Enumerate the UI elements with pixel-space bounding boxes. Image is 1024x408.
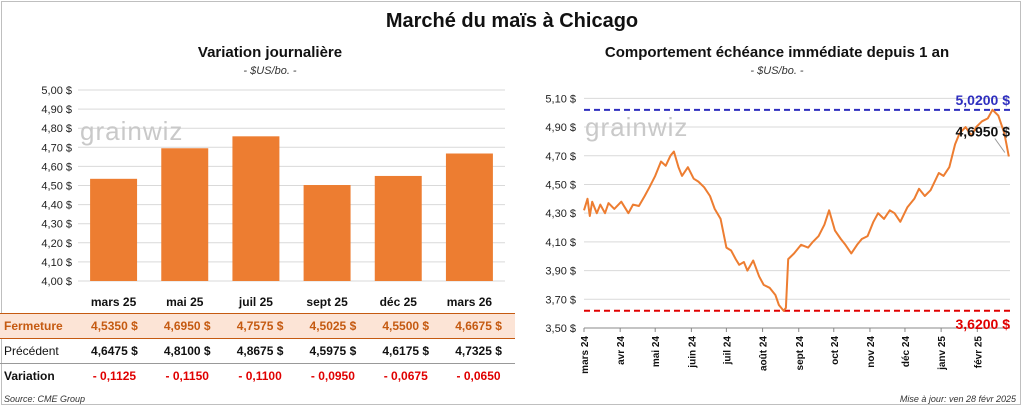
y-tick-label: 3,90 $: [545, 266, 576, 278]
source-note: Source: CME Group: [4, 394, 86, 404]
bar: [161, 148, 209, 281]
y-tick-label: 4,50 $: [41, 181, 72, 193]
y-tick-label: 5,10 $: [545, 93, 576, 105]
x-tick-label: sept 24: [795, 336, 806, 371]
variation-cell: - 0,0950: [296, 363, 370, 388]
y-tick-label: 3,70 $: [545, 294, 576, 306]
close-cell: 4,5025 $: [296, 313, 370, 339]
bar: [374, 175, 422, 281]
variation-cell: - 0,0675: [369, 363, 443, 388]
price-series-line: [583, 108, 1010, 312]
x-tick-label: sept 25: [306, 295, 348, 309]
line-chart: 3,50 $ 3,70 $ 3,90 $ 4,10 $ 4,30 $ 4,50 $ 4,70…: [545, 92, 1011, 374]
x-tick-label: mai 24: [651, 336, 662, 368]
close-cell: 4,6675 $: [442, 313, 515, 339]
close-cell: 4,5500 $: [369, 313, 443, 339]
last-value-leader: [994, 138, 1006, 153]
y-tick-label: 3,50 $: [545, 323, 576, 335]
y-tick-label: 4,20 $: [41, 238, 72, 250]
line-chart-subtitle: - $US/bo. -: [750, 65, 804, 77]
variation-cell: - 0,0650: [442, 363, 515, 388]
y-tick-label: 4,60 $: [41, 161, 72, 173]
min-label: 3,6200 $: [956, 316, 1011, 332]
bar-chart-subtitle: - $US/bo. -: [243, 65, 297, 77]
previous-cell: 4,6175 $: [382, 344, 430, 358]
max-label: 5,0200 $: [956, 92, 1011, 108]
x-tick-label: déc 25: [380, 295, 418, 309]
previous-cell: 4,6475 $: [91, 344, 138, 358]
update-note: Mise à jour: ven 28 févr 2025: [899, 394, 1016, 404]
row-label-variation: Variation: [0, 363, 78, 388]
x-tick-label: juil 25: [238, 295, 273, 309]
close-cell: 4,6950 $: [150, 313, 224, 339]
table-row-variation: Variation - 0,1125 - 0,1150 - 0,1100 - 0…: [0, 363, 515, 388]
line-chart-title: Comportement échéance immédiate depuis 1…: [604, 44, 950, 61]
table-row-close: Fermeture 4,5350 $ 4,6950 $ 4,7575 $ 4,5…: [0, 313, 515, 339]
bar: [303, 185, 351, 281]
y-tick-label: 4,70 $: [41, 142, 72, 154]
previous-cell: 4,8675 $: [236, 344, 284, 358]
x-tick-label: janv 25: [937, 336, 948, 371]
y-tick-label: 4,90 $: [41, 104, 72, 116]
bar-chart-title: Variation journalière: [197, 44, 343, 61]
row-label-close: Fermeture: [0, 313, 78, 339]
x-tick-label: juil 24: [722, 336, 733, 366]
x-tick-label: août 24: [759, 336, 770, 371]
previous-cell: 4,5975 $: [309, 344, 357, 358]
last-value-label: 4,6950 $: [956, 123, 1011, 139]
y-tick-label: 4,10 $: [545, 237, 576, 249]
x-tick-label: déc 24: [901, 336, 912, 368]
row-label-previous: Précédent: [4, 344, 59, 358]
y-tick-label: 4,40 $: [41, 200, 72, 212]
contracts-table: Fermeture 4,5350 $ 4,6950 $ 4,7575 $ 4,5…: [0, 313, 515, 388]
bar: [445, 153, 493, 281]
bar: [90, 178, 138, 281]
x-tick-label: févr 25: [973, 336, 984, 369]
bar-chart: 4,00 $ 4,10 $ 4,20 $ 4,30 $ 4,40 $ 4,50 $ 4,60…: [41, 85, 505, 309]
x-tick-label: juin 24: [687, 336, 698, 369]
variation-cell: - 0,1125: [78, 363, 151, 388]
x-tick-label: mars 26: [447, 295, 493, 309]
x-tick-label: mai 25: [166, 295, 204, 309]
y-tick-label: 4,00 $: [41, 276, 72, 288]
previous-cell: 4,7325 $: [455, 344, 502, 358]
close-cell: 4,5350 $: [78, 313, 151, 339]
y-tick-label: 4,30 $: [545, 208, 576, 220]
y-tick-label: 4,30 $: [41, 219, 72, 231]
previous-cell: 4,8100 $: [163, 344, 211, 358]
variation-cell: - 0,1100: [223, 363, 297, 388]
close-cell: 4,7575 $: [223, 313, 297, 339]
variation-cell: - 0,1150: [150, 363, 224, 388]
y-tick-label: 4,70 $: [545, 151, 576, 163]
y-tick-label: 5,00 $: [41, 85, 72, 97]
x-tick-label: nov 24: [866, 336, 877, 368]
y-tick-label: 4,10 $: [41, 257, 72, 269]
table-row-previous: Précédent 4,6475 $ 4,8100 $ 4,8675 $ 4,5…: [0, 339, 515, 364]
page-title: Marché du maïs à Chicago: [385, 10, 639, 32]
x-tick-label: avr 24: [616, 336, 627, 365]
watermark-logo-right: grainwiz: [585, 112, 689, 142]
x-tick-label: oct 24: [830, 336, 841, 365]
x-tick-label: mars 25: [91, 295, 137, 309]
y-tick-label: 4,80 $: [41, 123, 72, 135]
y-tick-label: 4,50 $: [545, 179, 576, 191]
watermark-logo-left: grainwiz: [80, 116, 184, 146]
x-tick-label: mars 24: [580, 336, 591, 374]
y-tick-label: 4,90 $: [545, 122, 576, 134]
bar: [232, 136, 280, 281]
